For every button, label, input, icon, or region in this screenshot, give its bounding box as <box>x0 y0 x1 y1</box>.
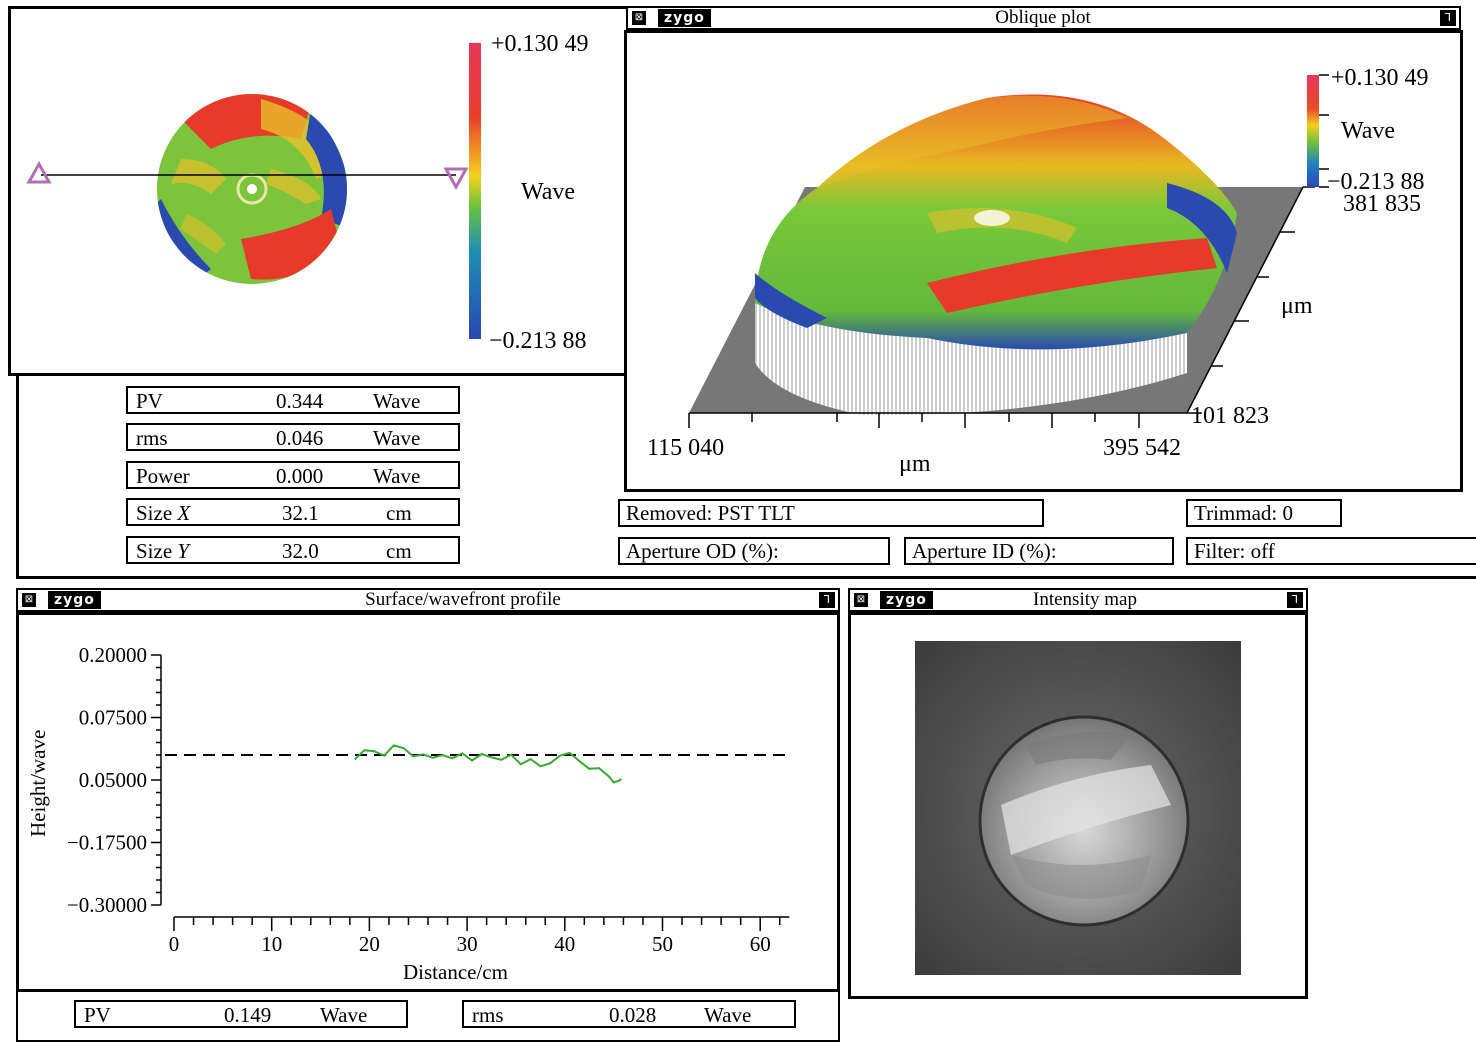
y-tick-label: −0.17500 <box>67 831 147 855</box>
y-tick-label: −0.30000 <box>67 893 147 917</box>
window-title: Oblique plot <box>995 7 1091 28</box>
removed-field: Removed: PST TLT <box>618 499 1044 527</box>
stat-axis: Y <box>177 539 190 563</box>
stat-axis: X <box>177 501 191 525</box>
window-menu-icon[interactable]: ⅂ <box>1440 10 1456 26</box>
oblique-x-ticks <box>688 412 1187 428</box>
trimmed-field: Trimmad: 0 <box>1186 499 1342 527</box>
surface-disc <box>157 94 347 284</box>
intensity-titlebar[interactable]: ⊠ zygo Intensity map ⅂ <box>848 588 1308 612</box>
stat-label: PV <box>84 1003 111 1027</box>
y-axis-title: Height/wave <box>26 730 50 837</box>
stat-power: Power 0.000 Wave <box>126 461 460 489</box>
oblique-scale-unit: Wave <box>1341 118 1396 144</box>
profile-panel: 0.20000 0.07500 0.05000 −0.17500 −0.30000 0 1… <box>16 612 840 992</box>
stat-label: Power <box>136 464 190 488</box>
x-tick-label: 60 <box>750 932 771 956</box>
stat-label: PV <box>136 389 163 413</box>
stat-rms: rms 0.046 Wave <box>126 423 460 451</box>
profile-stat-pv: PV 0.149 Wave <box>74 1000 408 1028</box>
section-divider <box>16 576 1476 579</box>
window-title: Surface/wavefront profile <box>365 589 561 610</box>
stat-value: 0.028 <box>609 1003 657 1027</box>
stat-pv: PV 0.344 Wave <box>126 386 460 414</box>
stat-unit: Wave <box>373 389 421 413</box>
x-tick-label: 50 <box>652 932 673 956</box>
oblique-plot-panel: +0.130 49 Wave −0.213 88 381 835 μm 101 … <box>624 30 1463 492</box>
y-tick-label: 0.07500 <box>79 706 147 730</box>
oblique-scale-min: −0.213 88 <box>1327 169 1425 195</box>
map-scale-min: −0.213 88 <box>489 328 587 354</box>
stat-unit: cm <box>386 539 412 563</box>
stat-unit: cm <box>386 501 412 525</box>
stat-size-x: Size X 32.1 cm <box>126 498 460 526</box>
close-icon[interactable]: ⊠ <box>632 11 646 25</box>
close-icon[interactable]: ⊠ <box>854 593 868 607</box>
stat-size-y: Size Y 32.0 cm <box>126 536 460 564</box>
stat-unit: Wave <box>373 426 421 450</box>
x-tick-label: 10 <box>261 932 282 956</box>
profile-chart: 0.20000 0.07500 0.05000 −0.17500 −0.30000 0 1… <box>26 643 790 984</box>
x-tick-label: 20 <box>359 932 380 956</box>
window-menu-icon[interactable]: ⅂ <box>819 592 835 608</box>
oblique-x-min: 115 040 <box>647 435 725 461</box>
x-tick-label: 40 <box>554 932 575 956</box>
x-axis-title: Distance/cm <box>403 960 508 984</box>
color-scale-bar <box>1307 75 1319 187</box>
y-tick-label: 0.20000 <box>79 643 147 667</box>
x-tick-label: 30 <box>457 932 478 956</box>
stat-value: 0.000 <box>276 464 324 488</box>
stat-value: 0.344 <box>276 389 324 413</box>
profile-start-marker[interactable] <box>26 160 52 184</box>
profile-end-marker[interactable] <box>443 167 469 191</box>
oblique-y-max: 381 835 <box>1343 191 1421 217</box>
intensity-map-image <box>915 641 1241 975</box>
oblique-y-ticks <box>1186 186 1315 414</box>
stat-value: 32.0 <box>282 539 319 563</box>
zygo-logo: zygo <box>880 591 933 609</box>
profile-titlebar[interactable]: ⊠ zygo Surface/wavefront profile ⅂ <box>16 588 840 612</box>
stat-label: Size X <box>136 501 191 525</box>
profile-stats-frame <box>16 992 840 1042</box>
stat-value: 0.046 <box>276 426 324 450</box>
color-scale-bar <box>469 43 481 339</box>
oblique-plot-graphic <box>688 74 1329 428</box>
zygo-logo: zygo <box>658 9 711 27</box>
oblique-titlebar[interactable]: ⊠ zygo Oblique plot ⅂ <box>626 6 1461 30</box>
close-icon[interactable]: ⊠ <box>22 593 36 607</box>
map-scale-max: +0.130 49 <box>491 31 589 57</box>
window-menu-icon[interactable]: ⅂ <box>1287 592 1303 608</box>
oblique-scale-max: +0.130 49 <box>1331 65 1429 91</box>
stat-value: 0.149 <box>224 1003 272 1027</box>
stat-unit: Wave <box>704 1003 752 1027</box>
map-scale-unit: Wave <box>521 179 576 205</box>
stat-label: Size Y <box>136 539 190 563</box>
x-tick-label: 0 <box>169 932 180 956</box>
stat-label: rms <box>136 426 168 450</box>
stat-label: rms <box>472 1003 504 1027</box>
window-title: Intensity map <box>1033 589 1137 610</box>
oblique-y-unit: μm <box>1281 293 1313 319</box>
intensity-panel <box>848 612 1308 999</box>
stat-value: 32.1 <box>282 501 319 525</box>
oblique-x-max: 395 542 <box>1103 435 1181 461</box>
profile-series-line <box>354 744 622 784</box>
surface-map-graphic <box>26 43 481 339</box>
stat-unit: Wave <box>373 464 421 488</box>
profile-stat-rms: rms 0.028 Wave <box>462 1000 796 1028</box>
stats-frame <box>16 376 626 578</box>
stat-unit: Wave <box>320 1003 368 1027</box>
aperture-od-field: Aperture OD (%): <box>618 537 890 565</box>
oblique-x-unit: μm <box>899 451 931 477</box>
zygo-logo: zygo <box>48 591 101 609</box>
aperture-id-field: Aperture ID (%): <box>904 537 1174 565</box>
y-tick-label: 0.05000 <box>79 768 147 792</box>
oblique-y-min: 101 823 <box>1191 403 1269 429</box>
filter-field: Filter: off <box>1186 537 1476 565</box>
surface-map-panel: +0.130 49 Wave −0.213 88 <box>8 6 626 376</box>
